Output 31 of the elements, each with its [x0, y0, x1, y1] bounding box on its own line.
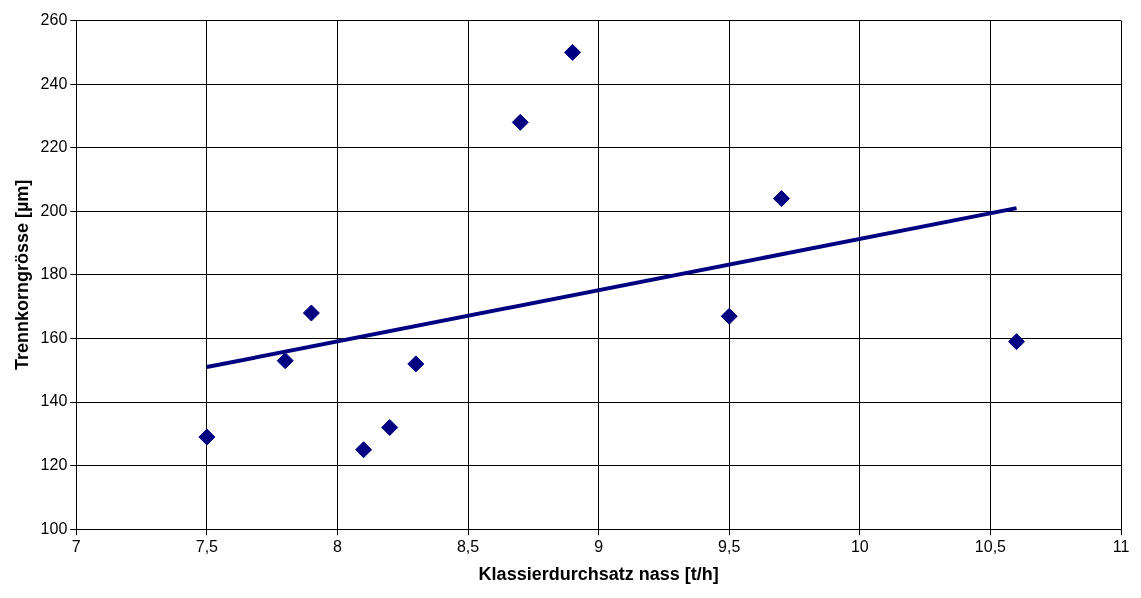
point [1008, 333, 1026, 351]
x-tick-label: 9 [594, 538, 604, 556]
x-tick-label: 8 [333, 538, 343, 556]
point [276, 352, 294, 370]
y-tick-label: 200 [40, 201, 68, 219]
point [511, 113, 529, 131]
y-tick-label: 140 [40, 392, 68, 410]
x-tick-label: 9,5 [718, 538, 741, 556]
y-tick-label: 160 [40, 328, 68, 346]
point [198, 428, 216, 446]
y-tick-label: 220 [40, 138, 68, 156]
x-tick-label: 10 [850, 538, 869, 556]
y-tick-label: 100 [40, 519, 68, 537]
y-tick-label: 180 [40, 265, 68, 283]
x-tick-label: 10,5 [974, 538, 1007, 556]
x-tick-label: 11 [1112, 538, 1130, 556]
y-tick-label: 260 [40, 11, 68, 29]
y-tick-label: 120 [40, 456, 68, 474]
x-tick-label: 7 [71, 538, 81, 556]
point [772, 190, 790, 208]
y-tick-label: 240 [40, 74, 68, 92]
point [355, 441, 373, 459]
point [720, 307, 738, 325]
x-tick-label: 7,5 [195, 538, 219, 556]
x-axis-title: Klassierdurchsatz nass [t/h] [478, 564, 719, 585]
point [381, 418, 399, 436]
point [407, 355, 425, 373]
x-tick-label: 8,5 [456, 538, 480, 556]
y-axis-title: Trennkorngrösse [µm] [11, 179, 32, 371]
point [302, 304, 320, 322]
point [564, 43, 582, 61]
